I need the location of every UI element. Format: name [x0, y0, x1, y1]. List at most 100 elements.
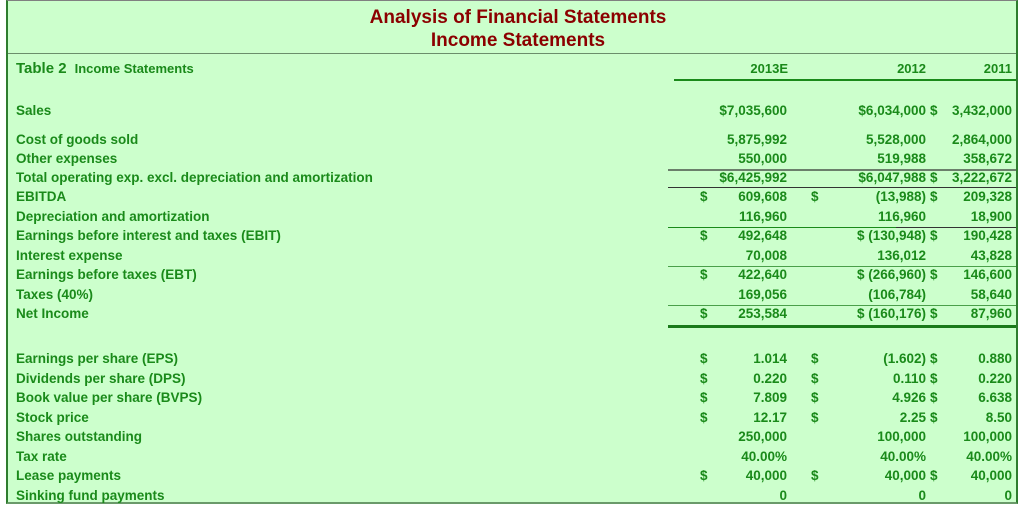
- cell-value: (13,988): [875, 189, 926, 204]
- row-label: EBITDA: [16, 189, 67, 204]
- cell-value: 7.809: [753, 390, 787, 405]
- row-label: Total operating exp. excl. depreciation …: [16, 170, 373, 185]
- cell-value: 100,000: [877, 429, 926, 444]
- dollar-sign: $: [700, 468, 708, 483]
- divider: [668, 325, 1016, 328]
- cell-value: 70,008: [745, 248, 787, 263]
- header-underline: [674, 79, 1016, 81]
- cell-value: 40.00%: [880, 449, 926, 464]
- cell-value: 6.638: [978, 390, 1012, 405]
- dollar-sign: $: [930, 189, 938, 204]
- cell-value: $6,425,992: [719, 170, 787, 185]
- dollar-sign: $: [811, 351, 819, 366]
- row-label: Stock price: [16, 410, 89, 425]
- row-label: Dividends per share (DPS): [16, 371, 186, 386]
- cell-value: $7,035,600: [719, 103, 787, 118]
- row-label: Other expenses: [16, 151, 118, 166]
- cell-value: 18,900: [970, 209, 1012, 224]
- dollar-sign: $: [700, 371, 708, 386]
- cell-value: 3,222,672: [951, 170, 1012, 185]
- dollar-sign: $: [700, 351, 708, 366]
- row-label: Earnings before interest and taxes (EBIT…: [16, 228, 281, 243]
- cell-value: $6,047,988: [858, 170, 926, 185]
- row-label: Net Income: [16, 306, 89, 321]
- row-label: Earnings per share (EPS): [16, 351, 179, 366]
- cell-value: 40,000: [884, 468, 926, 483]
- cell-value: 116,960: [738, 209, 787, 224]
- dollar-sign: $: [811, 189, 819, 204]
- title-block: Analysis of Financial Statements Income …: [8, 1, 1016, 54]
- dollar-sign: $: [811, 390, 819, 405]
- cell-value: 519,988: [877, 151, 926, 166]
- column-header-2012: 2012: [897, 61, 926, 76]
- cell-value: 40.00%: [966, 449, 1012, 464]
- cell-value: 358,672: [963, 151, 1012, 166]
- cell-value: 250,000: [738, 429, 787, 444]
- cell-value: 169,056: [738, 287, 787, 302]
- cell-value: 5,528,000: [865, 132, 926, 147]
- divider: [668, 227, 896, 228]
- cell-value: 0: [779, 488, 787, 503]
- cell-value: 609,608: [738, 189, 787, 204]
- row-label: Depreciation and amortization: [16, 209, 210, 224]
- table-label: Table 2 Income Statements: [16, 60, 194, 77]
- row-label: Cost of goods sold: [16, 132, 139, 147]
- divider: [668, 305, 1016, 306]
- row-label: Sales: [16, 103, 52, 118]
- row-label: Tax rate: [16, 449, 67, 464]
- page-subtitle: Income Statements: [430, 30, 606, 51]
- dollar-sign: $: [930, 371, 938, 386]
- cell-value: 40,000: [745, 468, 787, 483]
- cell-value: 136,012: [877, 248, 926, 263]
- cell-value: 190,428: [963, 228, 1012, 243]
- cell-value: 0.110: [892, 371, 926, 386]
- dollar-sign: $: [930, 228, 938, 243]
- cell-value: 0.880: [978, 351, 1012, 366]
- row-label: Interest expense: [16, 248, 123, 263]
- cell-value: 58,640: [970, 287, 1012, 302]
- cell-value: 253,584: [738, 306, 787, 321]
- dollar-sign: $: [700, 228, 708, 243]
- cell-value: 0: [1004, 488, 1012, 503]
- cell-value: 4.926: [892, 390, 926, 405]
- table-name: Income Statements: [74, 61, 194, 76]
- divider: [896, 227, 1016, 228]
- cell-value: 40,000: [970, 468, 1012, 483]
- cell-value: 12.17: [753, 410, 787, 425]
- dollar-sign: $: [930, 468, 938, 483]
- cell-value: 0: [918, 488, 926, 503]
- cell-value: 2.25: [899, 410, 926, 425]
- cell-value: 1.014: [753, 351, 787, 366]
- cell-value: 5,875,992: [726, 132, 787, 147]
- cell-value: 87,960: [970, 306, 1012, 321]
- dollar-sign: $: [811, 410, 819, 425]
- divider: [668, 169, 1016, 171]
- cell-value: 209,328: [963, 189, 1012, 204]
- dollar-sign: $: [700, 410, 708, 425]
- cell-value: $ (130,948): [856, 228, 926, 243]
- cell-value: 0.220: [978, 371, 1012, 386]
- cell-value: $6,034,000: [858, 103, 926, 118]
- column-header-2011: 2011: [983, 61, 1012, 76]
- cell-value: 116,960: [877, 209, 926, 224]
- dollar-sign: $: [930, 351, 938, 366]
- dollar-sign: $: [700, 390, 708, 405]
- cell-value: 8.50: [985, 410, 1012, 425]
- page-title: Analysis of Financial Statements: [369, 7, 667, 28]
- dollar-sign: $: [930, 410, 938, 425]
- cell-value: 146,600: [963, 267, 1012, 282]
- cell-value: 100,000: [963, 429, 1012, 444]
- dollar-sign: $: [700, 189, 708, 204]
- row-label: Shares outstanding: [16, 429, 143, 444]
- dollar-sign: $: [700, 267, 708, 282]
- row-label: Sinking fund payments: [16, 488, 165, 503]
- dollar-sign: $: [930, 267, 938, 282]
- dollar-sign: $: [700, 306, 708, 321]
- cell-value: 492,648: [738, 228, 787, 243]
- row-label: Book value per share (BVPS): [16, 390, 203, 405]
- row-label: Taxes (40%): [16, 287, 94, 302]
- cell-value: $ (160,176): [856, 306, 926, 321]
- table-number: Table 2: [16, 60, 67, 77]
- cell-value: 550,000: [738, 151, 787, 166]
- row-label: Lease payments: [16, 468, 122, 483]
